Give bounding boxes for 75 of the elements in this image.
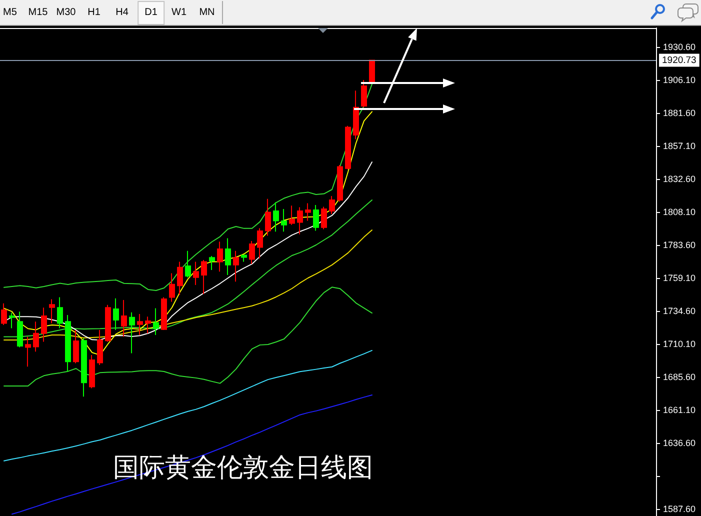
candlestick [217,241,223,272]
candlestick [89,354,95,389]
text: D1 [138,1,164,25]
y-tick-label: 1857.10 [663,140,696,151]
candlestick [305,202,311,222]
y-tick-label: 1783.60 [663,240,696,250]
candlestick [185,250,191,278]
candlestick [49,298,55,324]
candlestick [1,302,7,326]
candlestick [161,296,167,330]
line-series [4,230,372,340]
candlestick [153,308,159,336]
candlestick [201,259,207,295]
candlestick [281,208,287,232]
candlestick [193,261,199,286]
candlestick [145,316,151,334]
candlestick [241,254,247,262]
candlestick [17,311,23,348]
candlestick [257,228,263,259]
candlestick [265,198,271,236]
candlestick [113,298,119,330]
y-tick-label: 1661.10 [663,404,696,415]
candlestick [313,204,319,232]
candlestick [65,314,71,372]
candlestick [97,329,103,366]
text: M5 [3,6,17,20]
candlestick [25,336,31,368]
candlestick [73,329,79,364]
y-tick-label: 1832.60 [663,174,696,184]
candlestick [353,90,359,140]
y-tick-label: 1734.60 [663,306,696,316]
candlestick [33,321,39,352]
candlestick [297,206,303,235]
candlestick [9,312,15,329]
candlestick [289,205,295,226]
candlestick [129,312,135,354]
text: W1 [172,6,186,20]
y-tick-label: 1636.60 [663,438,696,448]
candlestick [321,206,327,230]
y-tick-label: 1587.60 [663,504,696,514]
candlestick [209,256,215,271]
candlestick [57,296,63,329]
candlestick [361,79,367,108]
candlestick [177,261,183,296]
candlestick [137,313,143,336]
text: M30 [56,6,76,20]
candlestick [233,250,239,282]
line-series [4,200,372,338]
candlestick [121,299,127,338]
ref-line-label: 1920.73 [662,54,696,66]
candlestick [249,240,255,264]
y-tick-label: 1881.60 [663,108,696,118]
candlestick [225,238,231,276]
y-tick-label: 1759.10 [663,272,696,283]
text: MN [199,6,215,20]
candlestick [369,60,375,84]
candlestick [273,202,279,232]
text: M15 [28,6,48,20]
candlestick [345,125,351,170]
y-tick-label: 1930.60 [663,42,696,52]
line-series [12,394,372,515]
y-tick-label: 1906.10 [663,74,696,85]
candlestick [81,338,87,398]
candlestick [337,164,343,202]
line-series [4,286,372,387]
candlestick [105,304,111,342]
y-tick-label: 1685.60 [663,372,696,382]
candlestick [169,272,175,302]
line-series [4,84,372,292]
candlestick [329,195,335,215]
text: H4 [116,6,128,20]
y-tick-label: 1710.10 [663,338,696,349]
candlestick [41,307,47,342]
text: H1 [88,6,100,20]
y-tick-label: 1808.10 [663,206,696,217]
